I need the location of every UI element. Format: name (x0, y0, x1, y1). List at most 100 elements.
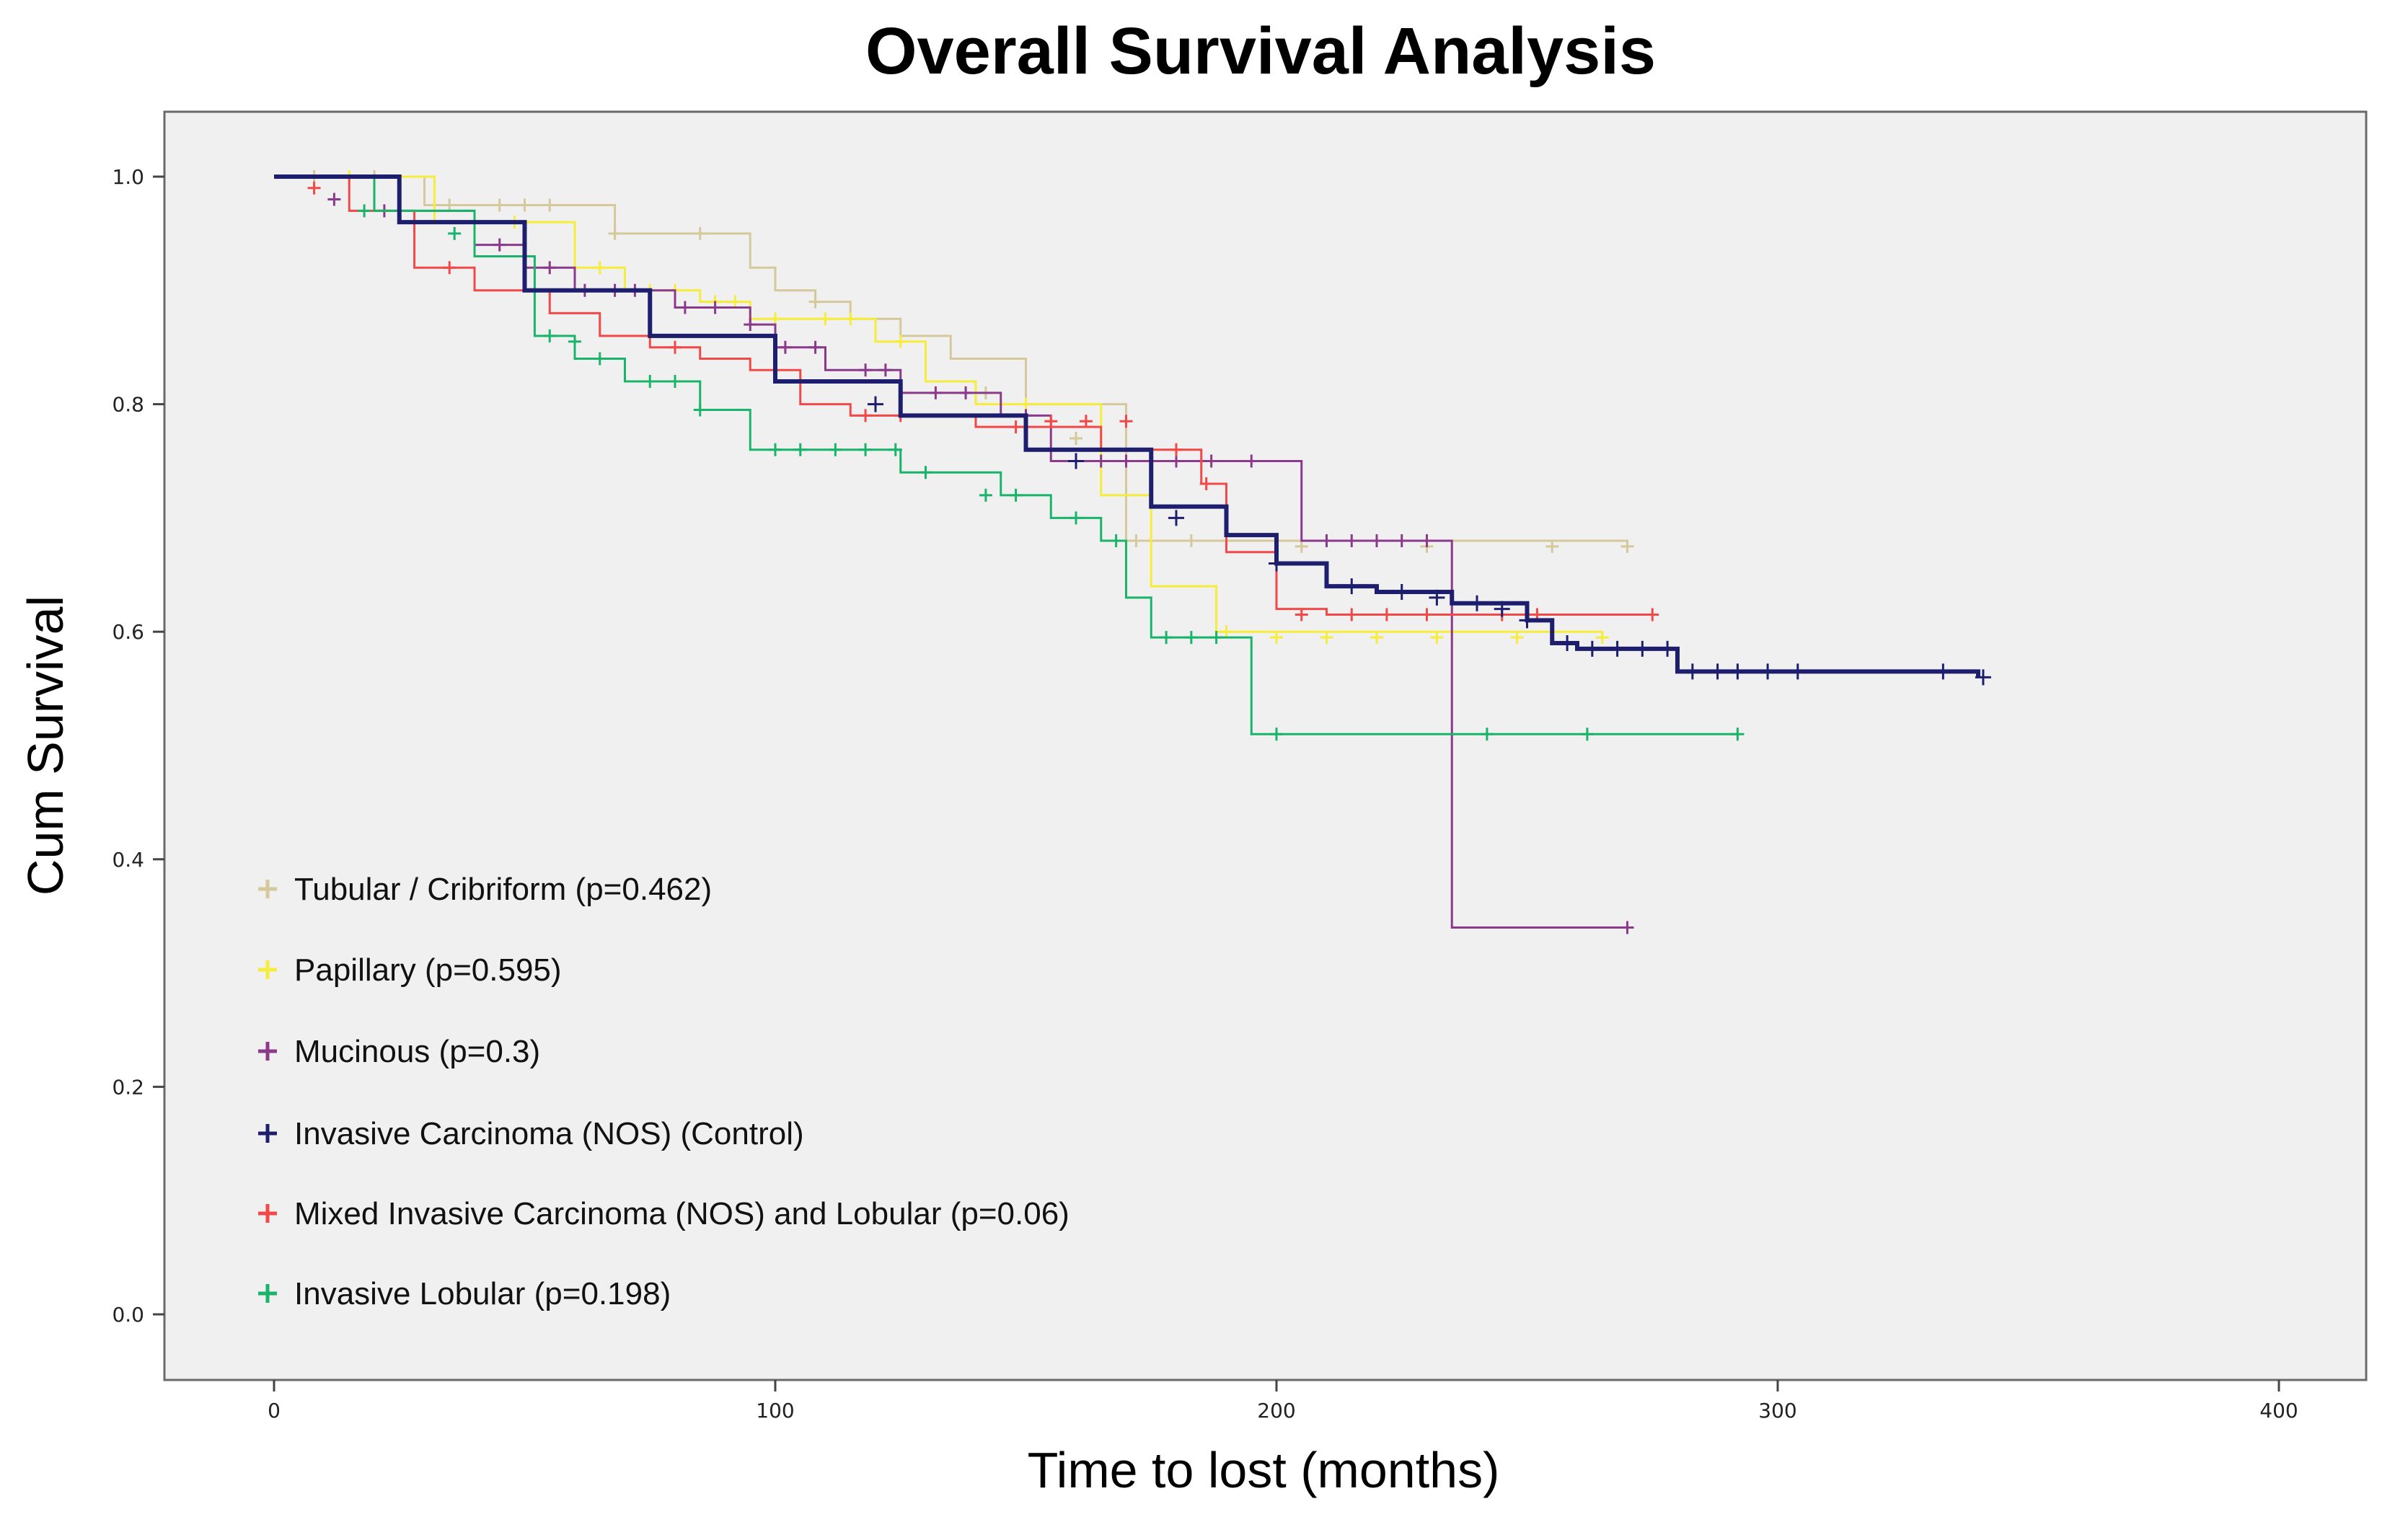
y-tick-label: 1.0 (112, 165, 144, 189)
censor-mark (859, 363, 873, 377)
censor-mark (829, 443, 842, 456)
legend-marker (258, 960, 277, 979)
censor-mark (443, 198, 457, 212)
censor-mark (1659, 640, 1676, 657)
legend-label: Tubular / Cribriform (p=0.462) (294, 872, 712, 907)
legend-marker (258, 1042, 277, 1061)
legend-marker (258, 1204, 277, 1223)
censor-mark (693, 226, 707, 240)
censor-mark (1209, 631, 1223, 645)
censor-mark (1684, 663, 1701, 680)
censor-mark (808, 340, 822, 354)
censor-mark (1129, 534, 1143, 547)
censor-mark (793, 443, 807, 456)
censor-mark (543, 329, 557, 342)
censor-mark (1559, 634, 1576, 651)
censor-mark (1320, 534, 1333, 547)
legend-label: Mixed Invasive Carcinoma (NOS) and Lobul… (294, 1196, 1070, 1231)
censor-mark (1070, 431, 1082, 445)
x-tick-label: 100 (756, 1399, 794, 1423)
censor-mark (1430, 631, 1444, 645)
censor-mark (1595, 631, 1609, 645)
censor-mark (878, 363, 892, 377)
censor-mark (1429, 589, 1445, 606)
censor-mark (1220, 625, 1233, 639)
censor-mark (708, 301, 722, 314)
censor-mark (929, 386, 943, 399)
censor-mark (979, 488, 992, 502)
censor-mark (693, 403, 707, 417)
censor-mark (1184, 534, 1198, 547)
censor-mark (1009, 488, 1023, 502)
censor-mark (358, 204, 371, 218)
censor-mark (1393, 583, 1410, 600)
censor-mark (1204, 454, 1218, 468)
censor-mark (868, 396, 883, 412)
censor-mark (1270, 727, 1283, 741)
censor-mark (1295, 608, 1308, 621)
censor-mark (1580, 727, 1594, 741)
censor-mark (859, 409, 873, 422)
censor-mark (448, 226, 462, 240)
censor-mark (1245, 454, 1258, 468)
censor-mark (959, 386, 973, 399)
censor-mark (1320, 631, 1333, 645)
censor-mark (1199, 477, 1213, 491)
censor-mark (1789, 663, 1806, 680)
censor-mark (1760, 663, 1776, 680)
censor-mark (443, 261, 457, 275)
censor-mark (1480, 727, 1494, 741)
x-tick-label: 400 (2259, 1399, 2298, 1423)
legend-marker (258, 880, 277, 898)
y-tick-label: 0.8 (112, 393, 144, 417)
censor-mark (1295, 539, 1308, 553)
censor-mark (819, 312, 832, 326)
censor-mark (518, 198, 532, 212)
y-tick-label: 0.6 (112, 620, 144, 644)
censor-mark (669, 340, 682, 354)
censor-mark (859, 443, 873, 456)
censor-mark (1269, 555, 1284, 572)
censor-mark (1609, 640, 1626, 657)
censor-mark (1109, 534, 1123, 547)
censor-mark (1469, 595, 1485, 611)
censor-mark (1170, 443, 1183, 456)
censor-mark (919, 466, 932, 479)
axes: 0.0 0.2 0.4 0.6 0.8 1.0 0 100 200 300 400 (112, 165, 2298, 1423)
censor-mark (1370, 534, 1383, 547)
censor-mark (1345, 608, 1359, 621)
censor-mark (1068, 453, 1084, 469)
x-axis-title: Time to lost (months) (1028, 1442, 1500, 1498)
censor-mark (543, 261, 557, 275)
legend-label: Mucinous (p=0.3) (294, 1034, 540, 1069)
censor-mark (1519, 612, 1535, 629)
censor-mark (894, 335, 907, 348)
y-axis-title: Cum Survival (17, 596, 74, 895)
censor-mark (844, 312, 857, 326)
censor-mark (1119, 454, 1133, 468)
series-3 (274, 174, 1991, 686)
series-group (274, 170, 1991, 934)
censor-mark (1160, 631, 1173, 645)
censor-mark (1370, 631, 1383, 645)
censor-mark (1729, 663, 1746, 680)
legend-label: Papillary (p=0.595) (294, 952, 562, 988)
censor-mark (493, 198, 506, 212)
censor-mark (1620, 539, 1634, 553)
legend: Tubular / Cribriform (p=0.462) Papillary … (258, 872, 1070, 1311)
censor-mark (1975, 669, 1991, 686)
legend-label: Invasive Carcinoma (NOS) (Control) (294, 1116, 804, 1151)
censor-mark (1709, 663, 1726, 680)
censor-mark (1019, 397, 1033, 411)
censor-mark (769, 443, 782, 456)
censor-mark (1344, 578, 1360, 595)
censor-mark (1420, 608, 1434, 621)
x-tick-label: 0 (268, 1399, 281, 1423)
censor-mark (1009, 420, 1023, 434)
x-tick-label: 200 (1257, 1399, 1295, 1423)
censor-mark (1094, 454, 1108, 468)
censor-mark (608, 226, 622, 240)
legend-marker (258, 1284, 277, 1303)
